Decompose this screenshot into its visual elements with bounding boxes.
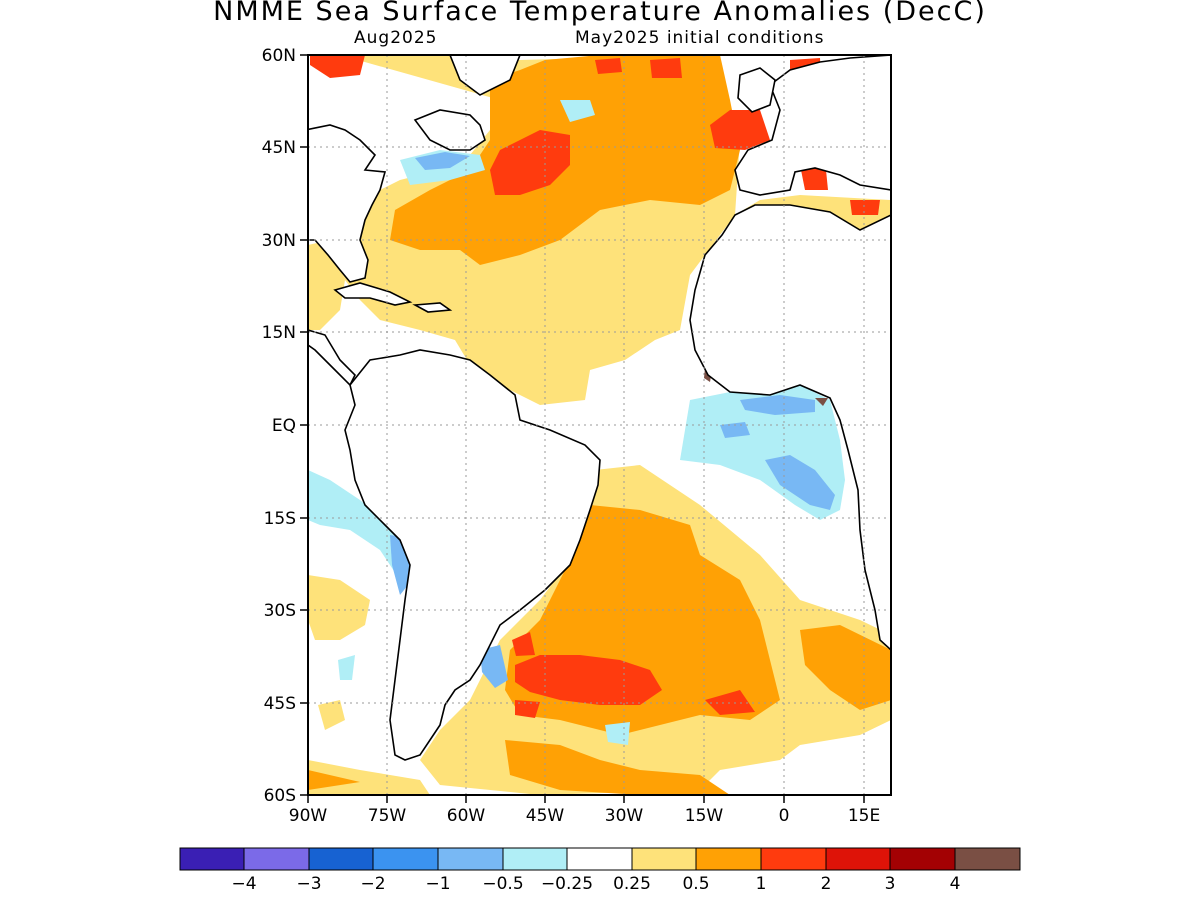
lon-label-15e: 15E (848, 806, 880, 826)
anomaly-light-yellow-chile (308, 575, 370, 640)
anomaly-red-med-2 (850, 200, 880, 215)
lat-label-30s: 30S (264, 601, 296, 621)
africa-outline (689, 204, 891, 652)
colorbar-label-4: 4 (950, 874, 961, 894)
initial-conditions-label: May2025 initial conditions (575, 28, 825, 48)
anomaly-light-yellow-southern-band (308, 760, 430, 795)
colorbar-swatch-7 (631, 847, 697, 871)
latitude-labels: 60N 45N 30N 15N EQ 15S 30S 45S 60S (262, 46, 296, 806)
lat-label-30n: 30N (262, 231, 296, 251)
south-america-outline (344, 349, 601, 761)
anomaly-light-blue-gulf-spot (720, 422, 750, 438)
anomaly-red-north-patch-1 (595, 58, 622, 74)
colorbar-swatch-2 (308, 847, 374, 871)
anomaly-light-blue-gulf-of-guinea (765, 455, 835, 510)
lat-label-45n: 45N (262, 138, 296, 158)
anomaly-cyan-sw-patch (338, 655, 355, 680)
anomaly-light-blue-newfoundland (415, 152, 470, 170)
lat-label-eq: EQ (272, 416, 296, 436)
greenland-outline (449, 55, 521, 96)
cuba-outline (333, 282, 413, 306)
valid-month-label: Aug2025 (354, 28, 438, 48)
colorbar-label-neg05: −0.5 (482, 874, 523, 894)
graticule (308, 55, 891, 795)
lon-label-60w: 60W (447, 806, 486, 826)
colorbar-swatch-1 (243, 847, 310, 871)
lat-label-45s: 45S (264, 694, 296, 714)
anomaly-light-blue-uruguay (480, 645, 508, 688)
longitude-labels: 90W 75W 60W 45W 30W 15W 0 15E (289, 806, 880, 826)
colorbar-label-05: 0.5 (682, 874, 709, 894)
colorbar-swatch-0 (179, 847, 245, 871)
lat-label-60n: 60N (262, 46, 296, 66)
north-america-outline (308, 55, 486, 283)
colorbar-swatch-8 (695, 847, 762, 871)
colorbar-swatch-9 (760, 847, 827, 871)
anomaly-light-yellow-patch-sw (318, 700, 345, 730)
colorbar-label-neg1: −1 (425, 874, 450, 894)
lat-label-15n: 15N (262, 323, 296, 343)
anomaly-orange-south-band (505, 740, 730, 795)
colorbar-swatch-4 (437, 847, 504, 871)
anomaly-orange-sw-patch (308, 770, 360, 790)
colorbar-label-3: 3 (885, 874, 896, 894)
anomaly-red-north-patch-2 (650, 58, 682, 78)
lat-label-60s: 60S (264, 786, 296, 806)
anomaly-cyan-north-patch (560, 100, 595, 122)
axis-ticks (300, 54, 865, 803)
colorbar-label-neg3: −3 (296, 874, 321, 894)
lon-label-15w: 15W (685, 806, 724, 826)
colorbar: −4 −3 −2 −1 −0.5 −0.25 0.25 0.5 1 2 3 4 (179, 847, 1021, 894)
lon-label-0: 0 (779, 806, 790, 826)
lon-label-30w: 30W (605, 806, 644, 826)
lat-label-15s: 15S (264, 509, 296, 529)
colorbar-swatch-6 (566, 847, 633, 871)
colorbar-swatch-5 (502, 847, 568, 871)
coastlines (308, 55, 891, 761)
british-isles-outline (737, 67, 776, 113)
colorbar-label-1: 1 (756, 874, 767, 894)
colorbar-swatch-3 (372, 847, 439, 871)
map-title: NMME Sea Surface Temperature Anomalies (… (213, 0, 987, 27)
europe-outline (734, 55, 891, 196)
anomaly-red-south-patch-1 (512, 632, 535, 656)
anomaly-light-blue-guinea-coast (740, 395, 815, 415)
anomaly-red-north-atlantic (490, 130, 570, 195)
colorbar-swatch-12 (954, 847, 1021, 871)
lon-label-75w: 75W (368, 806, 407, 826)
anomaly-red-nw-corner (310, 55, 365, 78)
anomaly-orange-southeast (800, 625, 891, 710)
anomaly-red-biscay (710, 110, 770, 150)
colorbar-label-neg2: −2 (360, 874, 385, 894)
anomaly-brown-spot-2 (815, 398, 828, 406)
anomaly-cyan-south-patch (605, 722, 630, 745)
colorbar-label-neg025: −0.25 (541, 874, 593, 894)
lon-label-90w: 90W (289, 806, 328, 826)
colorbar-label-neg4: −4 (231, 874, 256, 894)
central-america-outline (308, 329, 356, 387)
hispaniola-outline (412, 302, 453, 313)
anomaly-red-south-atlantic (515, 655, 662, 705)
lon-label-45w: 45W (526, 806, 565, 826)
colorbar-swatch-11 (889, 847, 956, 871)
colorbar-label-2: 2 (821, 874, 832, 894)
colorbar-swatch-10 (825, 847, 891, 871)
anomaly-red-south-patch-3 (515, 700, 540, 718)
anomaly-cyan-peru (308, 470, 415, 580)
colorbar-label-025: 0.25 (613, 874, 651, 894)
